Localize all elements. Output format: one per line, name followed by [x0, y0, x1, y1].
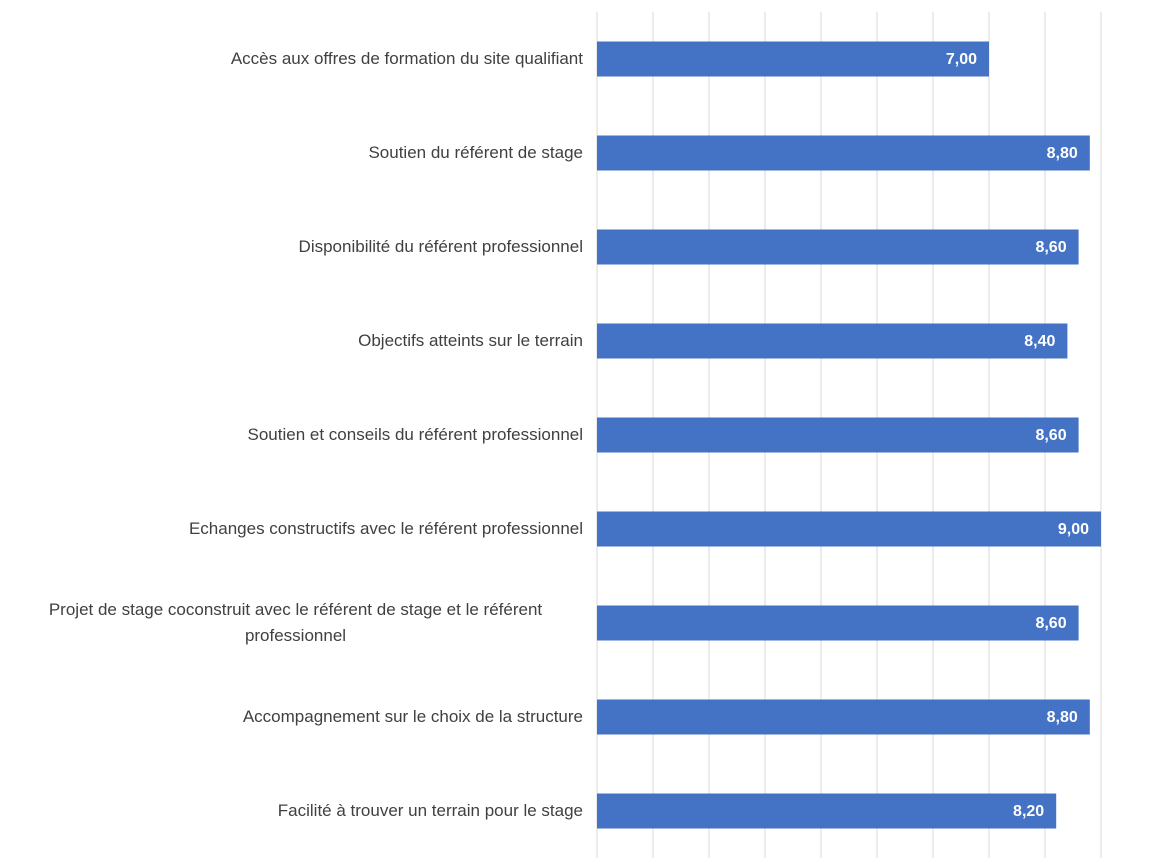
- category-label: Soutien et conseils du référent professi…: [247, 425, 583, 444]
- category-label: Facilité à trouver un terrain pour le st…: [277, 801, 583, 820]
- value-label: 8,60: [1035, 427, 1066, 444]
- bar: [597, 41, 989, 77]
- category-label: Accompagnement sur le choix de la struct…: [242, 707, 583, 726]
- value-label: 8,80: [1047, 145, 1078, 162]
- category-label: Echanges constructifs avec le référent p…: [188, 519, 583, 538]
- category-label: Disponibilité du référent professionnel: [298, 237, 583, 256]
- bar: [597, 135, 1090, 171]
- bar: [597, 793, 1057, 829]
- bar: [597, 511, 1101, 547]
- category-label: Projet de stage coconstruit avec le réfé…: [48, 600, 543, 645]
- value-label: 8,80: [1047, 709, 1078, 726]
- bar: [597, 699, 1090, 735]
- value-label: 8,40: [1024, 333, 1055, 350]
- value-label: 8,60: [1035, 239, 1066, 256]
- bar: [597, 229, 1079, 265]
- category-label: Objectifs atteints sur le terrain: [358, 331, 583, 350]
- value-label: 8,60: [1035, 615, 1066, 632]
- bar: [597, 417, 1079, 453]
- bar: [597, 323, 1068, 359]
- bar: [597, 605, 1079, 641]
- value-label: 8,20: [1013, 803, 1044, 820]
- value-label: 9,00: [1058, 521, 1089, 538]
- value-label: 7,00: [946, 51, 977, 68]
- category-label: Accès aux offres de formation du site qu…: [230, 49, 583, 68]
- category-label: Soutien du référent de stage: [368, 143, 583, 162]
